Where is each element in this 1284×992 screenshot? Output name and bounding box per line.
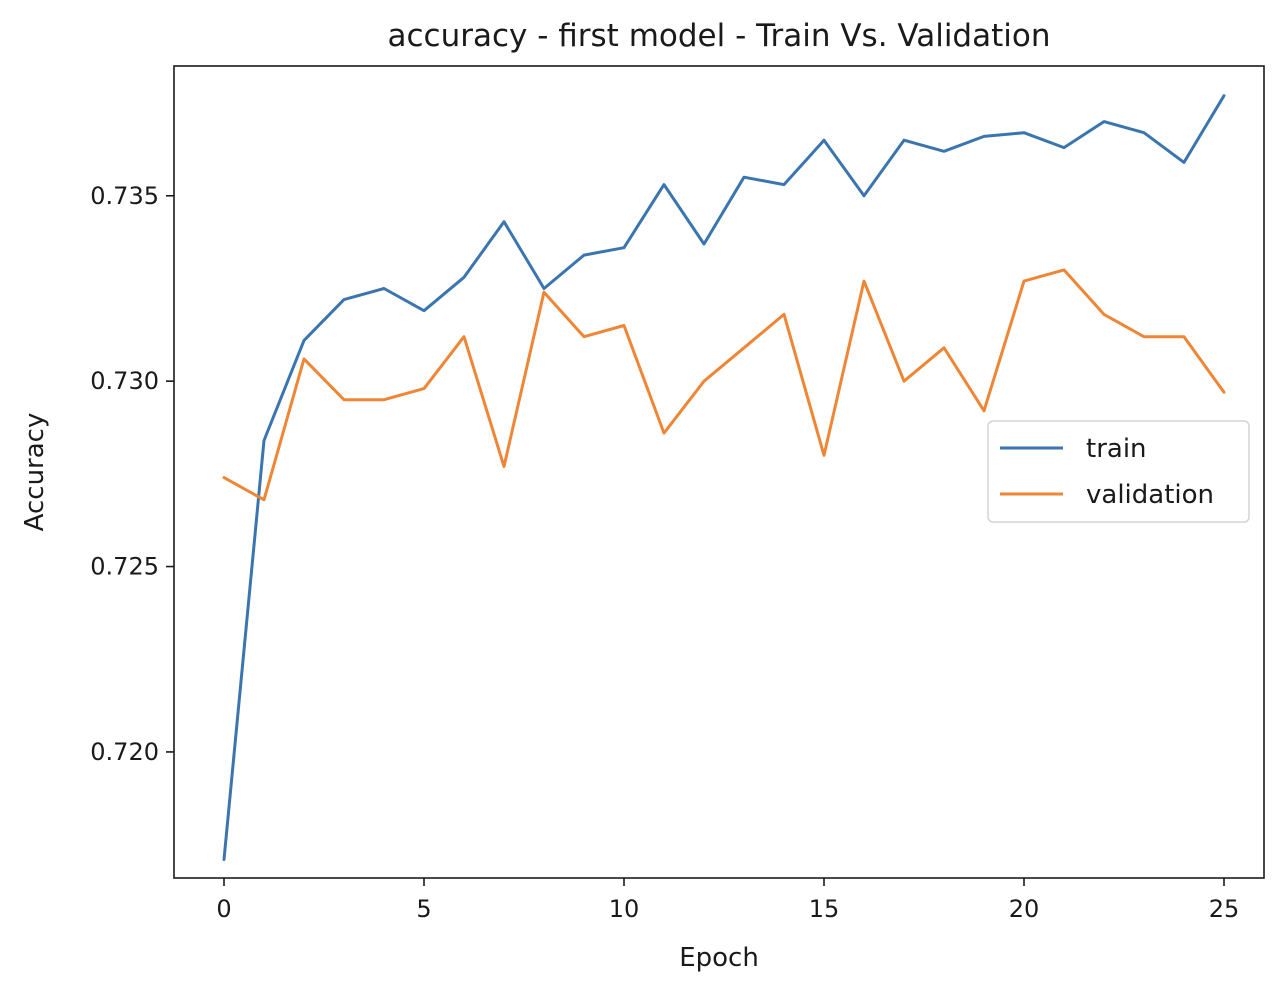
plot-area <box>222 94 1226 861</box>
x-tick-label: 20 <box>1009 895 1040 923</box>
series-line-train <box>222 94 1226 861</box>
legend-label-validation: validation <box>1086 480 1214 510</box>
x-axis-label: Epoch <box>679 943 759 973</box>
y-tick-label: 0.735 <box>90 182 159 210</box>
series-line-validation <box>222 268 1226 502</box>
x-tick-label: 15 <box>809 895 840 923</box>
x-tick-label: 25 <box>1209 895 1240 923</box>
legend: train validation <box>987 420 1250 523</box>
legend-box <box>987 420 1250 523</box>
y-tick-label: 0.730 <box>90 367 159 395</box>
axes-frame <box>173 65 1265 879</box>
axis-ticks: 0 5 10 15 20 25 0.720 0.725 0.730 0.735 <box>90 182 1239 923</box>
x-tick-label: 10 <box>609 895 640 923</box>
y-axis-label: Accuracy <box>20 413 50 532</box>
x-tick-label: 5 <box>416 895 431 923</box>
chart-title: accuracy - first model - Train Vs. Valid… <box>388 18 1051 54</box>
legend-label-train: train <box>1086 434 1147 464</box>
y-tick-label: 0.720 <box>90 738 159 766</box>
y-tick-label: 0.725 <box>90 553 159 581</box>
x-tick-label: 0 <box>216 895 231 923</box>
